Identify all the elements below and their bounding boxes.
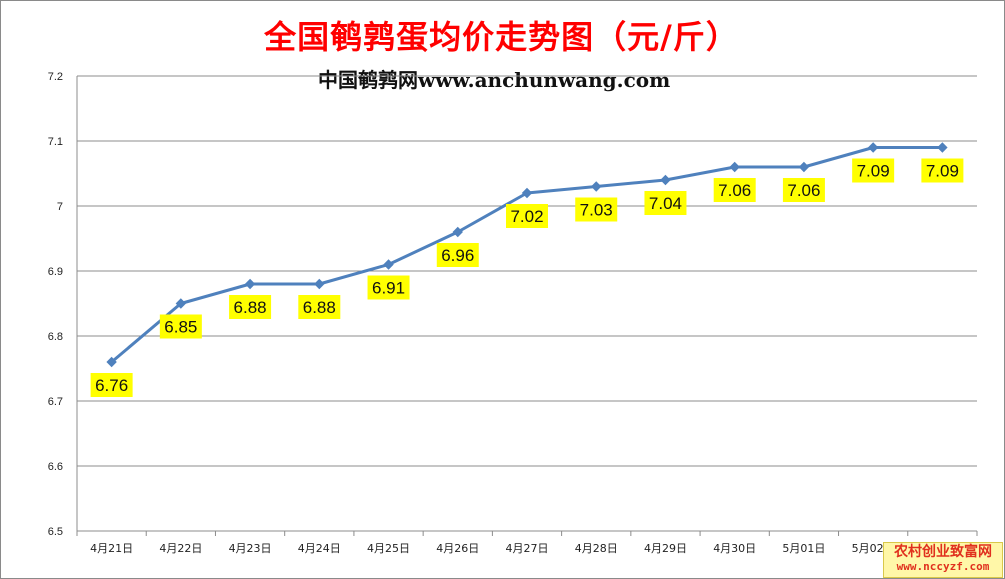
y-tick-label: 6.7 — [48, 396, 63, 408]
watermark-line2: www.nccyzf.com — [896, 560, 990, 573]
data-label-text: 7.09 — [857, 162, 890, 181]
data-label: 6.88 — [229, 295, 272, 319]
data-point — [591, 181, 602, 192]
data-point — [175, 298, 187, 309]
data-label-bg — [852, 158, 895, 183]
data-label: 7.06 — [713, 178, 756, 202]
x-tick-label: 4月28日 — [575, 542, 618, 555]
x-tick-label: 4月27日 — [506, 542, 549, 555]
data-label-text: 7.06 — [787, 181, 820, 200]
watermark-badge: 农村创业致富网 www.nccyzf.com — [883, 542, 1003, 578]
data-label: 6.76 — [90, 373, 133, 397]
data-label-text: 6.88 — [234, 298, 267, 317]
data-label: 7.09 — [852, 158, 895, 183]
data-label-text: 6.96 — [441, 246, 474, 265]
data-label-bg — [229, 295, 272, 319]
x-tick-label: 4月23日 — [229, 542, 272, 555]
data-label: 7.04 — [644, 191, 687, 215]
data-point — [867, 142, 879, 153]
x-tick-label: 4月21日 — [90, 542, 133, 555]
data-label-text: 7.09 — [926, 162, 959, 181]
x-tick-label: 4月30日 — [713, 542, 756, 555]
data-label: 6.85 — [159, 314, 202, 339]
data-label: 7.02 — [506, 204, 548, 228]
y-tick-label: 6.6 — [48, 461, 63, 473]
data-label-bg — [90, 373, 133, 397]
y-tick-label: 7.2 — [48, 71, 63, 83]
data-label-bg — [713, 178, 756, 202]
data-label: 6.96 — [436, 243, 479, 267]
data-label-text: 6.76 — [95, 376, 128, 395]
x-tick-label: 5月01日 — [782, 542, 825, 555]
data-label-bg — [644, 191, 687, 215]
data-label: 7.06 — [782, 178, 825, 202]
x-tick-label: 4月29日 — [644, 542, 687, 555]
data-label-bg — [436, 243, 479, 267]
data-point — [937, 142, 948, 153]
y-tick-label: 7 — [57, 201, 63, 213]
data-label: 6.88 — [298, 295, 341, 319]
chart-subtitle: 中国鹌鹑网www.anchunwang.com — [318, 68, 671, 92]
data-label-bg — [298, 295, 341, 319]
data-label: 6.91 — [367, 275, 410, 300]
data-point — [383, 259, 394, 270]
data-point — [729, 161, 740, 173]
x-tick-label: 4月26日 — [436, 542, 479, 555]
data-label-bg — [782, 178, 825, 202]
data-label-text: 6.91 — [372, 279, 405, 298]
x-tick-label: 4月22日 — [159, 542, 202, 555]
y-tick-label: 6.8 — [48, 331, 63, 343]
data-label-text: 7.04 — [649, 194, 682, 213]
watermark-line1: 农村创业致富网 — [894, 544, 992, 560]
data-label-text: 7.02 — [510, 207, 543, 226]
data-point — [521, 187, 533, 199]
data-point — [314, 278, 325, 290]
data-point — [798, 161, 810, 173]
data-label-bg — [159, 314, 202, 339]
data-point — [452, 226, 463, 238]
y-tick-label: 6.9 — [48, 266, 63, 278]
data-label: 7.09 — [921, 158, 964, 183]
data-label-bg — [506, 204, 548, 228]
data-label-text: 7.03 — [580, 201, 613, 220]
y-tick-label: 6.5 — [48, 526, 63, 538]
data-label-text: 6.85 — [164, 318, 197, 337]
x-tick-label: 4月25日 — [367, 542, 410, 555]
data-point — [244, 278, 256, 290]
data-label-bg — [367, 275, 410, 300]
x-tick-label: 4月24日 — [298, 542, 341, 555]
chart-title: 全国鹌鹑蛋均价走势图（元/斤） — [264, 18, 739, 56]
y-tick-label: 7.1 — [48, 136, 63, 148]
data-label-text: 7.06 — [718, 181, 751, 200]
data-label-bg — [575, 197, 618, 222]
data-label-text: 6.88 — [303, 298, 336, 317]
data-label: 7.03 — [575, 197, 618, 222]
data-point — [660, 174, 671, 186]
data-label-bg — [921, 158, 964, 183]
data-point — [106, 356, 117, 368]
